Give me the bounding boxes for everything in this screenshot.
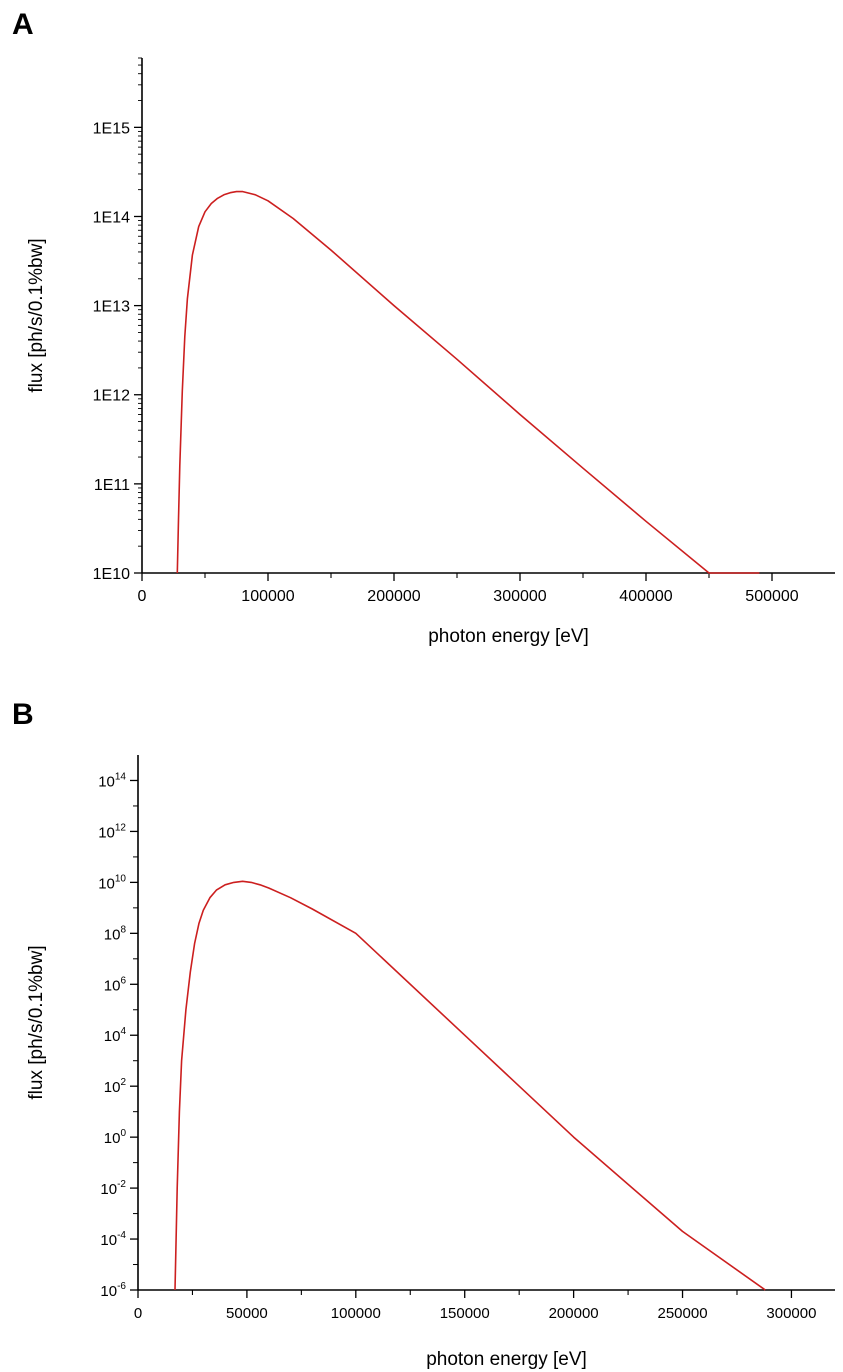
- x-tick-label: 400000: [619, 588, 672, 605]
- y-tick-label: 1012: [98, 822, 126, 841]
- y-tick-label: 100: [104, 1128, 127, 1147]
- x-axis-label: photon energy [eV]: [428, 626, 589, 647]
- y-tick-label: 1E12: [93, 388, 130, 405]
- y-tick-label: 10-2: [100, 1179, 126, 1198]
- x-tick-label: 150000: [440, 1305, 490, 1322]
- x-tick-label: 100000: [331, 1305, 381, 1322]
- chart-b: 0 50000 100000 150000 200000 250000 300000 10-6…: [26, 755, 835, 1370]
- y-tick-label: 108: [104, 924, 127, 943]
- y-tick-label: 1E15: [93, 120, 130, 137]
- x-tick-label: 500000: [745, 588, 798, 605]
- x-tick-label: 200000: [549, 1305, 599, 1322]
- y-tick-label: 1E13: [93, 299, 130, 316]
- data-line: [176, 190, 760, 574]
- x-axis-label: photon energy [eV]: [426, 1349, 587, 1370]
- x-tick-label: 200000: [367, 588, 420, 605]
- y-axis-label: flux [ph/s/0.1%bw]: [26, 945, 47, 1099]
- x-tick-label: 300000: [493, 588, 546, 605]
- panel-label-a: A: [12, 8, 34, 41]
- y-tick-label: 10-4: [100, 1230, 126, 1249]
- x-tick-label: 100000: [241, 588, 294, 605]
- x-tick-label: 0: [138, 588, 147, 605]
- chart-a: 0 100000 200000 300000 400000 500000 1E10 1E11 1…: [26, 57, 835, 647]
- y-tick-label: 1E10: [93, 566, 130, 583]
- y-axis-label: flux [ph/s/0.1%bw]: [26, 238, 47, 392]
- x-tick-label: 300000: [766, 1305, 816, 1322]
- data-line: [174, 880, 766, 1291]
- y-tick-label: 1014: [98, 771, 126, 790]
- y-tick-label: 104: [104, 1026, 127, 1045]
- x-tick-label: 250000: [658, 1305, 708, 1322]
- y-tick-label: 1E14: [93, 209, 130, 226]
- x-tick-label: 0: [134, 1305, 142, 1322]
- y-tick-label: 102: [104, 1077, 127, 1096]
- y-tick-label: 1010: [98, 873, 126, 892]
- y-tick-label: 10-6: [100, 1281, 126, 1300]
- panel-label-b: B: [12, 698, 34, 731]
- y-tick-label: 1E11: [94, 477, 130, 494]
- y-tick-label: 106: [104, 975, 127, 994]
- x-tick-label: 50000: [226, 1305, 268, 1322]
